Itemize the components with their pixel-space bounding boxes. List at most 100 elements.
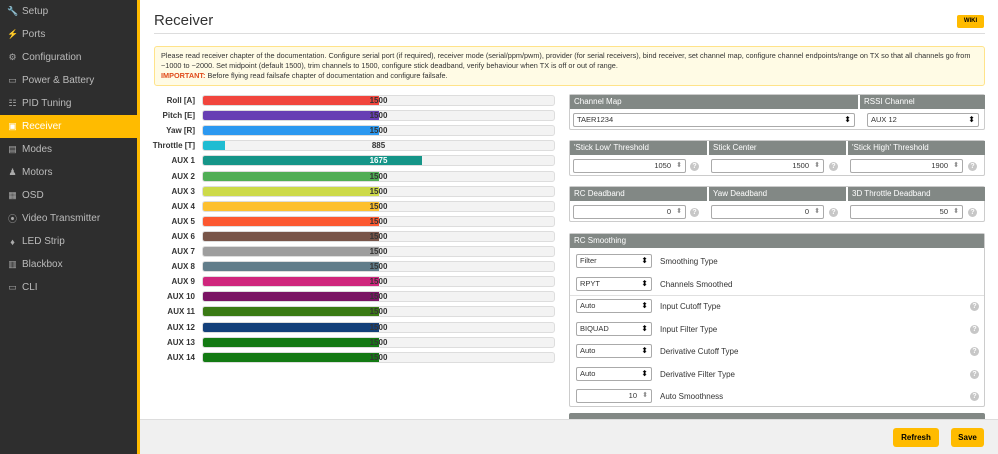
notice-box: Please read receiver chapter of the docu… xyxy=(154,46,985,86)
channel-bar: 1675 xyxy=(202,155,555,167)
channel-bar-fill xyxy=(203,141,225,151)
rc-deadband-value: 0 xyxy=(666,207,671,216)
channels-smoothed-select[interactable]: RPYT ⬍ xyxy=(576,276,652,291)
channel-value: 1500 xyxy=(369,216,388,226)
channel-value: 1500 xyxy=(369,307,388,317)
channel-bar-fill xyxy=(203,262,379,272)
channel-bar-fill xyxy=(203,352,379,362)
terminal-icon: ▭ xyxy=(8,282,17,292)
channel-value: 1500 xyxy=(369,292,388,302)
throttle-3d-deadband-input[interactable]: 50 ⬍ xyxy=(850,205,963,219)
help-icon[interactable]: ? xyxy=(970,347,979,356)
notice-important-label: IMPORTANT: xyxy=(161,71,206,80)
stick-low-header: 'Stick Low' Threshold xyxy=(570,141,707,155)
help-icon[interactable]: ? xyxy=(970,392,979,401)
led-icon: ♦ xyxy=(10,236,15,247)
stick-low-input[interactable]: 1050 ⬍ xyxy=(573,159,686,173)
channel-row: AUX 13 1500 xyxy=(140,336,560,349)
sitemap-icon: ☷ xyxy=(8,98,17,108)
help-icon[interactable]: ? xyxy=(970,302,979,311)
channel-bar-fill xyxy=(203,186,379,196)
sidebar-item-cli[interactable]: ▭ CLI xyxy=(0,276,137,299)
sidebar-item-ports[interactable]: ⚡ Ports xyxy=(0,23,137,46)
stick-threshold-panel: 'Stick Low' Threshold Stick Center 'Stic… xyxy=(569,140,985,176)
input-filter-type-select[interactable]: BIQUAD ⬍ xyxy=(576,321,652,336)
smoothing-divider xyxy=(570,294,984,296)
help-icon[interactable]: ? xyxy=(690,208,699,217)
spinner-icon: ⬍ xyxy=(953,208,959,215)
derivative-cutoff-type-select[interactable]: Auto ⬍ xyxy=(576,344,652,358)
channel-value: 1500 xyxy=(369,201,388,211)
channel-label: AUX 4 xyxy=(171,201,195,211)
sidebar-item-blackbox[interactable]: ▥ Blackbox xyxy=(0,253,137,276)
channel-bar-fill xyxy=(203,201,379,211)
rc-deadband-input[interactable]: 0 ⬍ xyxy=(573,205,686,219)
select-arrows-icon: ⬍ xyxy=(641,323,648,333)
channel-row: AUX 3 1500 xyxy=(140,185,560,198)
channel-label: AUX 2 xyxy=(171,171,195,181)
channel-bar: 1500 xyxy=(202,170,555,182)
channel-bar: 1500 xyxy=(202,306,555,318)
channel-bar: 1500 xyxy=(202,291,555,303)
help-icon[interactable]: ? xyxy=(970,369,979,379)
footer-toolbar: Refresh Save xyxy=(140,419,998,454)
channel-bar-fill xyxy=(203,231,379,241)
sidebar-item-motors[interactable]: ♟ Motors xyxy=(0,161,137,184)
channel-label: AUX 3 xyxy=(171,186,195,196)
help-icon[interactable]: ? xyxy=(968,162,977,171)
channel-value: 1500 xyxy=(369,126,388,136)
save-button[interactable]: Save xyxy=(951,428,984,447)
stick-center-value: 1500 xyxy=(792,161,809,170)
sidebar-item-configuration[interactable]: ⚙ Configuration xyxy=(0,46,137,69)
help-icon[interactable]: ? xyxy=(829,208,838,217)
sidebar-item-label: LED Strip xyxy=(22,236,65,247)
rc-deadband-header: RC Deadband xyxy=(570,187,707,201)
channel-label: AUX 7 xyxy=(171,247,195,256)
help-icon[interactable]: ? xyxy=(829,162,838,171)
sidebar-item-receiver[interactable]: ▣ Receiver xyxy=(0,115,137,138)
sidebar-item-power-battery[interactable]: ▭ Power & Battery xyxy=(0,69,137,92)
channel-bar: 1500 xyxy=(202,200,555,212)
select-arrows-icon: ⬍ xyxy=(641,368,648,378)
channel-bar-fill xyxy=(203,156,423,166)
channel-bar-fill xyxy=(203,337,379,347)
yaw-deadband-input[interactable]: 0 ⬍ xyxy=(711,205,824,219)
channel-label: AUX 10 xyxy=(166,292,195,302)
refresh-button[interactable]: Refresh xyxy=(893,428,939,447)
help-icon[interactable]: ? xyxy=(690,162,699,171)
stick-center-input[interactable]: 1500 ⬍ xyxy=(711,159,824,173)
channel-label: AUX 8 xyxy=(171,262,195,272)
smoothing-label: Derivative Cutoff Type xyxy=(660,347,739,356)
sidebar-item-osd[interactable]: ▦ OSD xyxy=(0,184,137,207)
channel-value: 1500 xyxy=(369,337,388,347)
auto-smoothness-input[interactable]: 10 ⬍ xyxy=(576,389,652,403)
smoothing-value: Auto xyxy=(580,346,596,355)
channel-row: AUX 11 1500 xyxy=(140,306,560,318)
sidebar-item-video-transmitter[interactable]: ⦿ Video Transmitter xyxy=(0,207,137,230)
stick-high-input[interactable]: 1900 ⬍ xyxy=(850,159,963,173)
sidebar-item-modes[interactable]: ▤ Modes xyxy=(0,138,137,161)
sidebar-item-pid-tuning[interactable]: ☷ PID Tuning xyxy=(0,92,137,115)
channel-value: 1500 xyxy=(369,352,388,362)
channel-map-header: Channel Map xyxy=(570,95,858,109)
antenna-icon: ⦿ xyxy=(7,214,17,224)
smoothing-type-select[interactable]: Filter ⬍ xyxy=(576,254,652,268)
channel-row: AUX 7 1500 xyxy=(140,246,560,258)
channel-label: AUX 1 xyxy=(171,156,195,166)
help-icon[interactable]: ? xyxy=(970,324,979,334)
wiki-button[interactable]: WIKI xyxy=(957,15,984,28)
help-icon[interactable]: ? xyxy=(968,208,977,217)
channel-label: Yaw [R] xyxy=(166,126,195,136)
channel-row: AUX 5 1500 xyxy=(140,215,560,228)
sidebar-item-led-strip[interactable]: ♦ LED Strip xyxy=(0,230,137,253)
rssi-channel-select[interactable]: AUX 12 ⬍ xyxy=(867,113,979,127)
sidebar-item-setup[interactable]: 🔧 Setup xyxy=(0,0,137,23)
smoothing-value: Filter xyxy=(580,256,597,265)
channel-bar: 1500 xyxy=(202,95,555,106)
channel-map-input[interactable]: TAER1234 ⬍ xyxy=(573,113,855,127)
input-cutoff-type-select[interactable]: Auto ⬍ xyxy=(576,299,652,313)
channel-map-panel: Channel Map RSSI Channel TAER1234 ⬍ AUX 1… xyxy=(569,94,985,130)
battery-icon: ▭ xyxy=(8,75,17,85)
select-arrows-icon: ⬍ xyxy=(968,115,975,124)
derivative-filter-type-select[interactable]: Auto ⬍ xyxy=(576,366,652,381)
